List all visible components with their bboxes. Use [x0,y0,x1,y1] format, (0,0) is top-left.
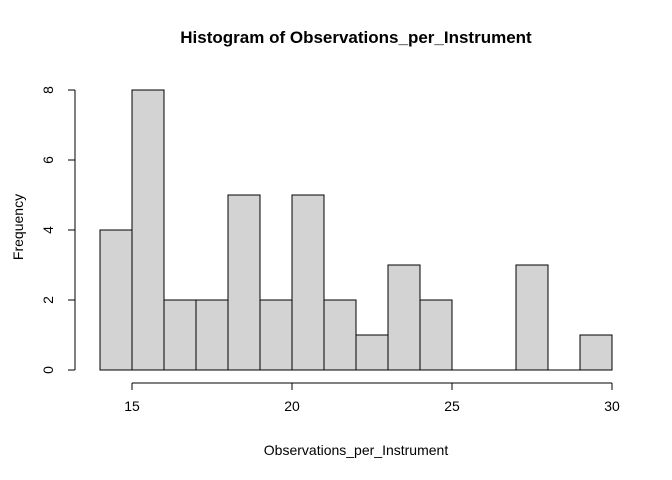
x-tick-label: 30 [604,398,620,414]
y-tick-label: 2 [40,296,56,304]
histogram-bar [323,299,357,371]
y-tick-label: 8 [40,86,56,94]
histogram-bar [195,299,229,371]
histogram-bar [131,89,165,371]
histogram-bar [355,334,389,371]
histogram-bar [291,194,325,371]
histogram-bar [387,264,421,371]
y-tick-label: 6 [40,156,56,164]
x-tick-label: 25 [444,398,460,414]
histogram-bar [419,299,453,371]
x-tick-label: 20 [284,398,300,414]
y-axis-title: Frequency [10,193,26,261]
x-axis-title: Observations_per_Instrument [263,442,449,458]
y-tick-label: 0 [40,366,56,374]
histogram-bar [259,299,293,371]
y-tick-label: 4 [40,226,56,234]
histogram-bar [163,299,197,371]
histogram-bar [99,229,133,371]
histogram-bar [227,194,261,371]
histogram-bar [579,334,613,371]
histogram-bar [515,264,549,371]
x-tick-label: 15 [124,398,140,414]
chart-title: Histogram of Observations_per_Instrument [180,28,532,47]
